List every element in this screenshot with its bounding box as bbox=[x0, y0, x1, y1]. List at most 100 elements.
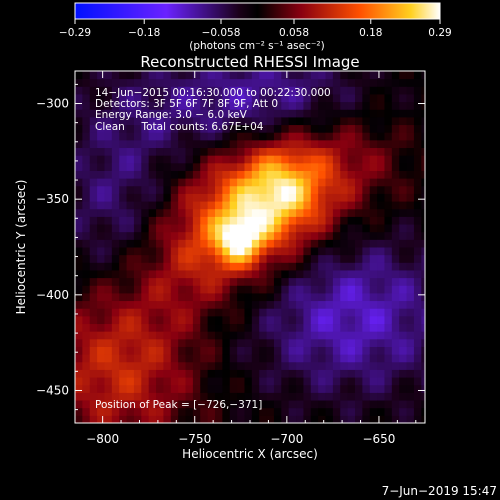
heatmap-cell bbox=[399, 377, 408, 386]
heatmap-cell bbox=[310, 208, 319, 217]
heatmap-cell bbox=[340, 338, 349, 347]
heatmap-cell bbox=[421, 415, 425, 423]
heatmap-cell bbox=[296, 254, 304, 263]
heatmap-cell bbox=[156, 285, 164, 294]
heatmap-cell bbox=[170, 285, 179, 294]
heatmap-cell bbox=[251, 285, 260, 294]
heatmap-cell bbox=[133, 139, 142, 149]
heatmap-cell bbox=[111, 369, 120, 378]
heatmap-cell bbox=[281, 285, 290, 294]
heatmap-cell bbox=[215, 109, 223, 118]
heatmap-cell bbox=[421, 392, 425, 401]
heatmap-cell bbox=[170, 292, 179, 302]
heatmap-cell bbox=[391, 361, 400, 370]
heatmap-cell bbox=[303, 116, 312, 126]
heatmap-cell bbox=[340, 132, 349, 141]
heatmap-cell bbox=[303, 185, 312, 194]
heatmap-cell bbox=[303, 308, 312, 317]
heatmap-cell bbox=[207, 277, 216, 286]
heatmap-cell bbox=[133, 239, 142, 248]
heatmap-cell bbox=[185, 354, 194, 363]
heatmap-cell bbox=[281, 86, 290, 95]
heatmap-cell bbox=[266, 71, 275, 80]
heatmap-cell bbox=[126, 139, 135, 149]
heatmap-cell bbox=[141, 239, 150, 248]
heatmap-cell bbox=[97, 224, 105, 233]
colorbar-unit-label: (photons cm⁻² s⁻¹ asec⁻²) bbox=[189, 40, 324, 52]
heatmap-cell bbox=[413, 155, 422, 164]
heatmap-cell bbox=[141, 300, 150, 309]
heatmap-cell bbox=[310, 338, 319, 347]
heatmap-cell bbox=[377, 308, 385, 317]
heatmap-cell bbox=[170, 323, 179, 332]
heatmap-cell bbox=[200, 208, 209, 217]
heatmap-cell bbox=[288, 384, 297, 393]
heatmap-cell bbox=[332, 300, 341, 309]
heatmap-cell bbox=[222, 216, 231, 225]
colorbar-tick-label: −0.058 bbox=[202, 27, 241, 39]
heatmap-cell bbox=[104, 384, 113, 393]
heatmap-cell bbox=[215, 254, 223, 263]
heatmap-cell bbox=[82, 392, 91, 401]
heatmap-cell bbox=[126, 262, 135, 271]
heatmap-cell bbox=[421, 147, 425, 156]
heatmap-cell bbox=[281, 292, 290, 302]
heatmap-cell bbox=[237, 354, 245, 363]
heatmap-cell bbox=[281, 78, 290, 87]
heatmap-cell bbox=[97, 415, 105, 423]
heatmap-cell bbox=[178, 377, 187, 386]
heatmap-cell bbox=[288, 178, 297, 187]
heatmap-cell bbox=[421, 346, 425, 355]
heatmap-cell bbox=[229, 247, 238, 256]
heatmap-cell bbox=[163, 132, 172, 141]
heatmap-cell bbox=[185, 201, 194, 210]
heatmap-cell bbox=[207, 116, 216, 126]
heatmap-cell bbox=[82, 377, 91, 386]
heatmap-cell bbox=[355, 193, 363, 202]
heatmap-cell bbox=[119, 338, 128, 347]
heatmap-cell bbox=[229, 78, 238, 87]
heatmap-cell bbox=[215, 155, 223, 164]
heatmap-cell bbox=[170, 124, 179, 133]
heatmap-cell bbox=[406, 109, 415, 118]
heatmap-cell bbox=[111, 300, 120, 309]
heatmap-cell bbox=[156, 162, 164, 171]
heatmap-cell bbox=[281, 155, 290, 164]
heatmap-cell bbox=[185, 139, 194, 149]
heatmap-cell bbox=[185, 346, 194, 355]
heatmap-cell bbox=[399, 277, 408, 286]
heatmap-cell bbox=[421, 292, 425, 302]
heatmap-cell bbox=[97, 269, 105, 279]
heatmap-cell bbox=[97, 139, 105, 149]
heatmap-cell bbox=[347, 277, 356, 286]
heatmap-cell bbox=[141, 170, 150, 179]
heatmap-cell bbox=[266, 155, 275, 164]
heatmap-cell bbox=[178, 224, 187, 233]
heatmap-cell bbox=[303, 269, 312, 279]
heatmap-cell bbox=[192, 86, 201, 95]
heatmap-cell bbox=[89, 208, 98, 217]
info-line-time: 14−Jun−2015 00:16:30.000 to 00:22:30.000 bbox=[95, 87, 331, 99]
heatmap-cell bbox=[377, 407, 385, 416]
heatmap-cell bbox=[244, 361, 253, 370]
heatmap-cell bbox=[369, 354, 378, 363]
heatmap-cell bbox=[303, 315, 312, 325]
heatmap-cell bbox=[119, 292, 128, 302]
heatmap-cell bbox=[377, 400, 385, 409]
heatmap-cell bbox=[332, 392, 341, 401]
heatmap-cell bbox=[399, 185, 408, 194]
heatmap-cell bbox=[310, 216, 319, 225]
heatmap-cell bbox=[192, 116, 201, 126]
heatmap-cell bbox=[89, 109, 98, 118]
heatmap-cell bbox=[413, 254, 422, 263]
heatmap-cell bbox=[148, 216, 157, 225]
heatmap-cell bbox=[391, 407, 400, 416]
heatmap-cell bbox=[369, 86, 378, 95]
heatmap-cell bbox=[192, 400, 201, 409]
heatmap-cell bbox=[229, 400, 238, 409]
heatmap-cell bbox=[251, 155, 260, 164]
heatmap-cell bbox=[75, 139, 83, 149]
heatmap-cell bbox=[200, 315, 209, 325]
heatmap-cell bbox=[413, 323, 422, 332]
heatmap-cell bbox=[251, 384, 260, 393]
